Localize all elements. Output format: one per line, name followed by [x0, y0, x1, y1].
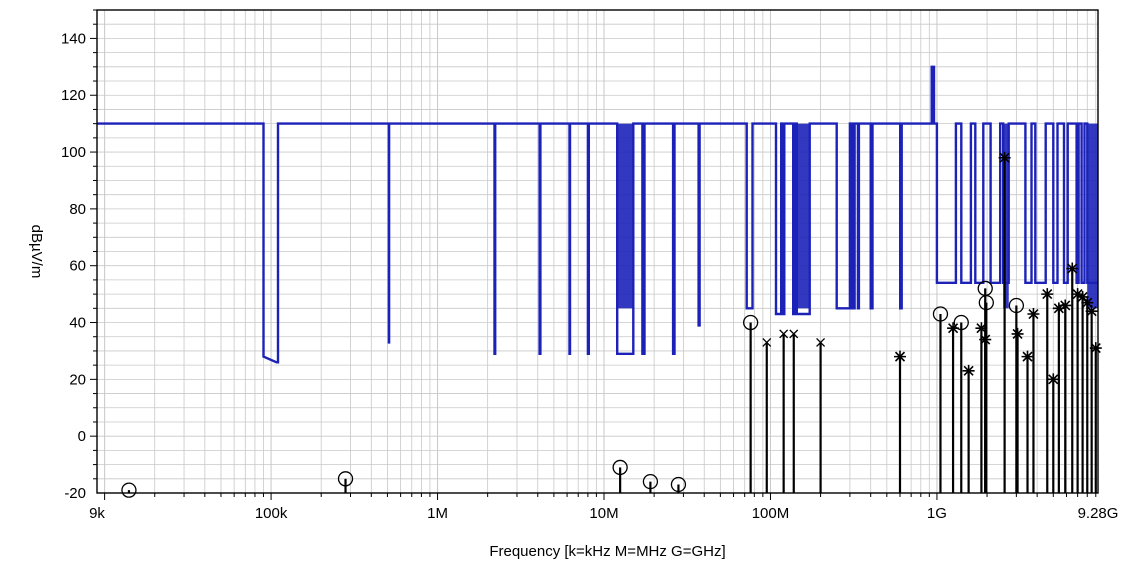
y-tick-label: 0: [78, 428, 86, 445]
star-marker: [1076, 290, 1089, 303]
star-marker: [1066, 262, 1079, 275]
x-marker: [789, 329, 799, 339]
star-marker: [947, 322, 960, 335]
x-tick-label: 1G: [927, 505, 947, 522]
limit-band-fill: [617, 123, 634, 309]
x-marker: [816, 337, 826, 347]
circle-marker: [978, 294, 994, 311]
y-tick-label: 20: [69, 371, 86, 388]
limit-line: [97, 65, 1098, 364]
y-axis-label: dBµV/m: [28, 225, 45, 279]
star-marker: [998, 151, 1011, 164]
star-marker: [1027, 308, 1040, 321]
star-marker: [1081, 296, 1094, 309]
star-marker: [1021, 350, 1034, 363]
y-tick-label: -20: [64, 485, 86, 502]
circle-marker: [742, 314, 759, 331]
x-axis-label: Frequency [k=kHz M=MHz G=GHz]: [489, 543, 725, 560]
x-tick-label: 10M: [589, 505, 618, 522]
circle-marker: [670, 476, 687, 493]
x-marker: [762, 337, 772, 347]
circle-marker: [337, 471, 354, 487]
star-marker: [1085, 305, 1098, 318]
circle-marker: [642, 473, 659, 490]
star-marker: [1071, 288, 1084, 301]
circle-marker: [121, 482, 137, 498]
y-tick-label: 60: [69, 258, 86, 275]
star-marker: [894, 350, 907, 363]
star-marker: [979, 333, 992, 346]
y-tick-label: 40: [69, 315, 86, 332]
star-marker: [975, 322, 988, 335]
star-marker: [1089, 342, 1102, 355]
limit-line-layer: [97, 65, 1098, 364]
emission-layer: [127, 157, 1097, 493]
star-marker: [1059, 299, 1072, 312]
x-tick-label: 100M: [752, 505, 790, 522]
y-tick-label: 120: [61, 87, 86, 104]
x-tick-label: 1M: [427, 505, 448, 522]
limit-band-fill: [1003, 123, 1009, 309]
x-tick-label: 9.28G: [1078, 505, 1119, 522]
tick-layer: 9k 100k 1M 10M 100M 1G 9.28G -20 0 20 40 60 80 100 120…: [61, 9, 1119, 522]
x-marker: [779, 329, 789, 339]
star-marker: [1011, 327, 1024, 340]
x-tick-label: 9k: [89, 505, 105, 522]
star-marker: [1041, 288, 1054, 301]
star-marker: [1047, 373, 1060, 386]
circle-marker: [953, 314, 969, 331]
circle-marker: [1008, 297, 1025, 314]
y-tick-label: 80: [69, 201, 86, 218]
y-tick-label: 100: [61, 144, 86, 161]
star-marker: [1052, 302, 1065, 315]
y-tick-label: 140: [61, 30, 86, 47]
circle-marker: [612, 459, 628, 476]
circle-marker: [932, 306, 949, 322]
limit-band-fill: [1087, 123, 1098, 309]
x-tick-label: 100k: [255, 505, 288, 522]
marker-layer: [121, 151, 1102, 498]
star-marker: [962, 364, 975, 377]
